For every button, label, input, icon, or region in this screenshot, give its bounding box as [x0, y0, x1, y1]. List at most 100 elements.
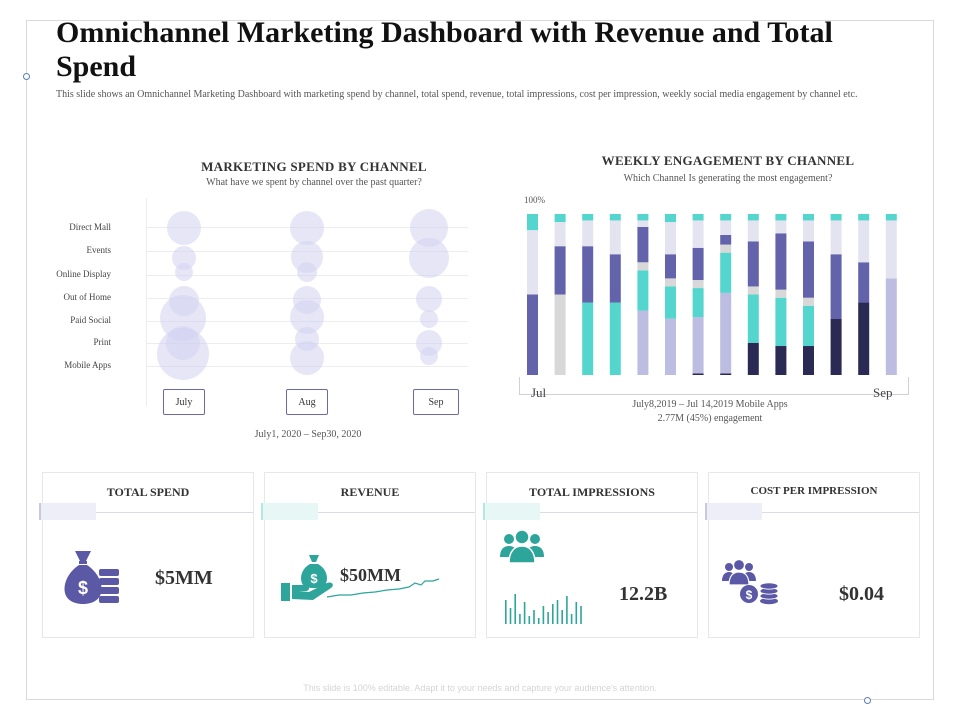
engagement-bar-segment: [775, 289, 787, 298]
spend-bubble: [420, 347, 438, 365]
engagement-bar-segment: [830, 318, 842, 375]
people-group-icon: [500, 529, 544, 564]
page-description: This slide shows an Omnichannel Marketin…: [56, 89, 858, 100]
engagement-bar-segment: [582, 220, 594, 247]
spend-chart-title: MARKETING SPEND BY CHANNEL: [201, 159, 427, 174]
month-button-july[interactable]: July: [163, 389, 205, 415]
impressions-spark-bar: [537, 618, 540, 624]
impressions-spark-bar: [505, 600, 507, 624]
engagement-bar-segment: [720, 220, 732, 235]
impressions-spark-bar: [570, 614, 573, 624]
kpi-title-total-impressions: TOTAL IMPRESSIONS: [529, 485, 655, 499]
impressions-spark-bar: [575, 602, 578, 624]
engagement-bar-segment: [858, 262, 870, 303]
frame-handle-bottom[interactable]: [864, 697, 871, 704]
impressions-spark-bar: [542, 606, 545, 624]
frame-handle-left[interactable]: [23, 73, 30, 80]
engagement-bar-segment: [692, 373, 704, 375]
engagement-bar-segment: [830, 214, 842, 221]
engagement-bar-segment: [720, 214, 732, 221]
engagement-bar-segment: [803, 241, 814, 298]
spend-date-range: July1, 2020 – Sep30, 2020: [254, 429, 362, 440]
engagement-bar-segment: [775, 214, 787, 221]
channel-label: Out of Home: [63, 292, 112, 302]
spend-bubble: [167, 211, 201, 245]
engagement-bar-segment: [692, 247, 704, 281]
engagement-bar-segment: [609, 220, 621, 255]
engagement-bar-segment: [637, 226, 649, 263]
spend-bubble: [409, 238, 449, 278]
card-divider: [487, 512, 697, 513]
engagement-bar-segment: [527, 294, 538, 375]
engagement-bar-segment: [637, 214, 649, 221]
card-tab: [483, 503, 540, 520]
kpi-card-total-spend: TOTAL SPEND $ $5MM: [39, 472, 254, 638]
engagement-bar-segment: [803, 297, 814, 306]
engagement-bar-segment: [692, 288, 704, 318]
engagement-bar-segment: [692, 214, 704, 221]
hand-money-bag-icon: $: [281, 555, 333, 601]
revenue-trend-line: [326, 578, 440, 598]
month-button-aug[interactable]: Aug: [286, 389, 328, 415]
engagement-bar-segment: [830, 220, 842, 255]
spend-bubble: [290, 341, 324, 375]
impressions-spark-bar: [547, 612, 549, 624]
engagement-x-start: Jul: [531, 385, 547, 400]
impressions-spark-bar: [514, 594, 516, 624]
engagement-bar-segment: [527, 230, 538, 295]
engagement-bar-segment: [665, 254, 676, 279]
engagement-bar-segment: [803, 305, 814, 347]
impressions-spark-bar: [528, 616, 531, 624]
impressions-spark-bar: [552, 604, 554, 624]
spend-chart-plot: [146, 198, 469, 406]
impressions-spark-bar: [566, 596, 568, 624]
engagement-bar-segment: [858, 302, 870, 375]
engagement-bar-segment: [665, 222, 676, 255]
kpi-value-total-impressions: 12.2B: [619, 583, 668, 605]
engagement-bar-segment: [665, 318, 676, 375]
engagement-bar-segment: [665, 286, 676, 319]
impressions-spark-bar: [509, 608, 512, 624]
engagement-bar-segment: [665, 278, 676, 287]
engagement-bar-segment: [637, 220, 649, 227]
impressions-spark-bar: [556, 600, 559, 624]
engagement-bar-segment: [692, 280, 704, 289]
engagement-y-top-label: 100%: [524, 195, 545, 205]
engagement-bar-segment: [637, 262, 649, 271]
engagement-bar-segment: [747, 286, 759, 295]
engagement-bar-segment: [527, 214, 538, 231]
engagement-bar-segment: [747, 214, 759, 221]
impressions-bar-sparkline: [505, 594, 582, 624]
engagement-bar-segment: [692, 220, 704, 248]
kpi-card-cost-per-impression: COST PER IMPRESSION $ $0.04: [705, 472, 920, 638]
card-tab: [261, 503, 318, 520]
engagement-bar-segment: [554, 294, 566, 375]
engagement-bar-segment: [775, 220, 787, 234]
engagement-note-line1: July8,2019 – Jul 14,2019 Mobile Apps: [632, 399, 788, 410]
engagement-bar-segment: [720, 234, 732, 245]
engagement-bar-segment: [637, 270, 649, 311]
spend-bubble: [416, 286, 442, 312]
card-tab: [39, 503, 96, 520]
engagement-bar-segment: [775, 346, 787, 375]
engagement-chart-subtitle: Which Channel Is generating the most eng…: [623, 173, 833, 184]
month-button-sep[interactable]: Sep: [413, 389, 459, 415]
engagement-bar-segment: [554, 214, 566, 223]
engagement-bar-segment: [582, 214, 594, 221]
engagement-bar-segment: [830, 254, 842, 319]
engagement-bar-segment: [885, 220, 897, 279]
engagement-bar-segment: [692, 317, 704, 374]
impressions-spark-bar: [533, 610, 535, 624]
spend-bubble: [157, 328, 209, 380]
engagement-bar-segment: [858, 220, 870, 263]
engagement-bar-segment: [609, 214, 621, 221]
engagement-bar-segment: [747, 294, 759, 343]
impressions-spark-bar: [561, 610, 563, 624]
impressions-spark-bar: [523, 602, 526, 624]
kpi-card-revenue: REVENUE $ $50MM: [261, 472, 476, 638]
kpi-card-total-impressions: TOTAL IMPRESSIONS 12.2B: [483, 472, 698, 638]
page-title: Omnichannel Marketing Dashboard with Rev…: [56, 16, 833, 83]
engagement-bar-segment: [775, 233, 787, 290]
card-divider: [265, 512, 475, 513]
impressions-spark-bar: [519, 614, 521, 624]
